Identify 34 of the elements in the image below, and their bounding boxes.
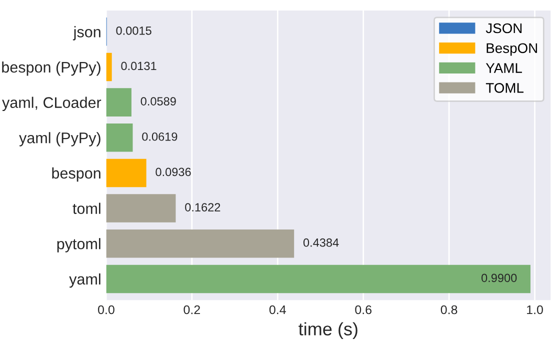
y-tick-label: yaml, CLoader	[2, 96, 102, 112]
x-axis-title: time (s)	[298, 322, 358, 340]
x-tick-label: 0.2	[184, 305, 200, 314]
x-tick-label: 0.6	[355, 305, 372, 314]
bar	[106, 194, 176, 222]
data-label: 0.0015	[116, 26, 152, 35]
data-label: 0.0589	[140, 97, 176, 106]
legend-label: BespON	[486, 43, 537, 56]
y-tick-label: toml	[72, 202, 100, 214]
bar	[106, 124, 133, 152]
legend-label: TOML	[486, 83, 524, 93]
x-tick-label: 0.8	[440, 305, 458, 314]
bar	[106, 158, 146, 188]
data-label: 0.9900	[481, 274, 517, 282]
x-tick-label: 0.0	[98, 305, 114, 314]
legend-label: YAML	[486, 63, 522, 73]
bar	[106, 264, 530, 294]
y-tick-label: pytoml	[57, 238, 100, 252]
data-label: 0.1622	[185, 203, 220, 212]
y-tick-label: bespon (PyPy)	[2, 61, 100, 76]
data-label: 0.0619	[142, 132, 178, 141]
y-tick-label: json	[72, 26, 100, 40]
data-label: 0.4384	[303, 238, 339, 247]
legend-label: JSON	[486, 23, 522, 34]
y-tick-label: bespon	[52, 167, 100, 182]
bar	[106, 229, 294, 258]
y-tick-label: yaml (PyPy)	[19, 132, 100, 146]
x-tick-label: 0.4	[269, 305, 286, 314]
bar	[106, 88, 132, 116]
data-label: 0.0936	[156, 168, 191, 176]
data-label: 0.0131	[121, 62, 156, 70]
x-tick-label: 1.0	[527, 305, 543, 314]
y-tick-label: yaml	[69, 273, 100, 288]
bar	[106, 52, 112, 82]
